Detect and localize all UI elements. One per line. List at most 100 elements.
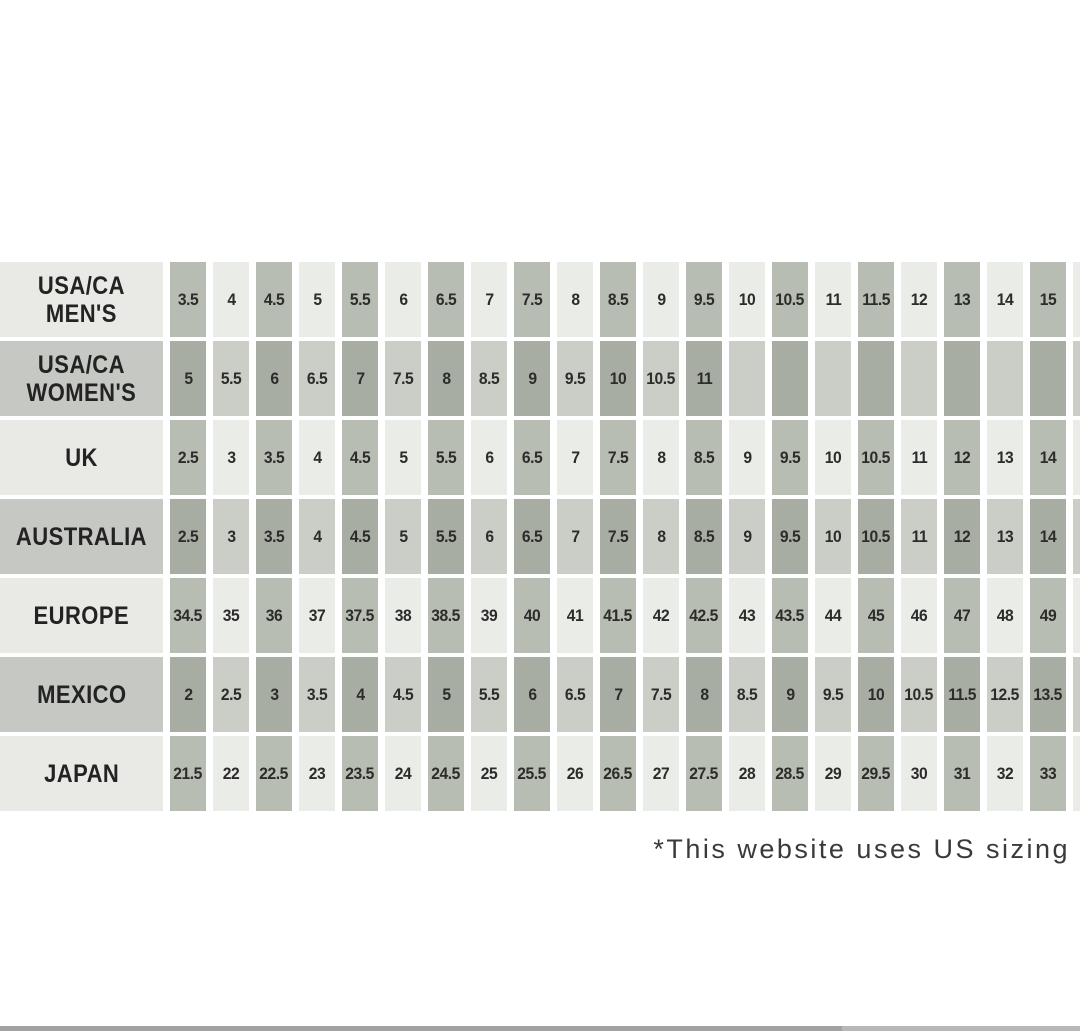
- size-cell-europe-col15: 43.5: [772, 578, 808, 653]
- size-cell-usa-ca-mens-col2: 4: [213, 262, 249, 337]
- size-cell-japan-col14: 28: [729, 736, 765, 811]
- size-cell-australia-col22: [1073, 499, 1080, 574]
- size-cell-mexico-col7: 5: [428, 657, 464, 732]
- size-cell-mexico-col4: 3.5: [299, 657, 335, 732]
- size-cell-japan-col15: 28.5: [772, 736, 808, 811]
- size-cell-japan-col17: 29.5: [858, 736, 894, 811]
- size-chart-table: USA/CA MEN'S 3.5 4 4.5 5 5.5 6 6.5 7 7.5 8 8.5 9 9.5 10…: [0, 262, 1080, 815]
- size-cell-usa-ca-mens-col11: 8.5: [600, 262, 636, 337]
- size-cell-usa-ca-mens-col20: 14: [987, 262, 1023, 337]
- size-cell-europe-col5: 37.5: [342, 578, 378, 653]
- size-cell-japan-col7: 24.5: [428, 736, 464, 811]
- size-cell-usa-ca-mens-col12: 9: [643, 262, 679, 337]
- size-cell-mexico-col19: 11.5: [944, 657, 980, 732]
- size-cell-usa-ca-mens-col3: 4.5: [256, 262, 292, 337]
- size-cell-mexico-col18: 10.5: [901, 657, 937, 732]
- size-cell-uk-col18: 11: [901, 420, 937, 495]
- size-cell-uk-col22: [1073, 420, 1080, 495]
- size-cell-uk-col17: 10.5: [858, 420, 894, 495]
- row-header-japan: JAPAN: [0, 736, 163, 811]
- size-cell-uk-col1: 2.5: [170, 420, 206, 495]
- size-cell-australia-col14: 9: [729, 499, 765, 574]
- size-cell-usa-ca-womens-col20: [987, 341, 1023, 416]
- size-cell-mexico-col9: 6: [514, 657, 550, 732]
- size-cell-uk-col11: 7.5: [600, 420, 636, 495]
- size-cell-australia-col1: 2.5: [170, 499, 206, 574]
- size-cell-uk-col9: 6.5: [514, 420, 550, 495]
- size-cell-mexico-col20: 12.5: [987, 657, 1023, 732]
- size-cell-usa-ca-womens-col4: 6.5: [299, 341, 335, 416]
- size-cell-usa-ca-mens-col5: 5.5: [342, 262, 378, 337]
- size-cell-uk-col7: 5.5: [428, 420, 464, 495]
- size-cell-usa-ca-womens-col13: 11: [686, 341, 722, 416]
- size-cell-mexico-col13: 8: [686, 657, 722, 732]
- size-cell-australia-col3: 3.5: [256, 499, 292, 574]
- size-cell-europe-col13: 42.5: [686, 578, 722, 653]
- size-cell-japan-col20: 32: [987, 736, 1023, 811]
- size-cell-uk-col4: 4: [299, 420, 335, 495]
- size-cell-uk-col14: 9: [729, 420, 765, 495]
- size-cell-japan-col13: 27.5: [686, 736, 722, 811]
- size-cell-japan-col1: 21.5: [170, 736, 206, 811]
- size-cell-usa-ca-mens-col4: 5: [299, 262, 335, 337]
- size-cell-uk-col15: 9.5: [772, 420, 808, 495]
- size-cell-usa-ca-mens-col10: 8: [557, 262, 593, 337]
- size-cell-mexico-col21: 13.5: [1030, 657, 1066, 732]
- size-cell-usa-ca-mens-col14: 10: [729, 262, 765, 337]
- progress-bar[interactable]: [0, 1026, 1080, 1031]
- size-cell-australia-col7: 5.5: [428, 499, 464, 574]
- size-cell-europe-col6: 38: [385, 578, 421, 653]
- size-cell-mexico-col5: 4: [342, 657, 378, 732]
- size-cell-usa-ca-womens-col9: 9: [514, 341, 550, 416]
- row-header-uk: UK: [0, 420, 163, 495]
- size-cell-usa-ca-womens-col6: 7.5: [385, 341, 421, 416]
- size-cell-usa-ca-mens-col17: 11.5: [858, 262, 894, 337]
- size-cell-australia-col10: 7: [557, 499, 593, 574]
- size-cell-usa-ca-womens-col22: [1073, 341, 1080, 416]
- size-cell-mexico-col10: 6.5: [557, 657, 593, 732]
- table-row-mexico: MEXICO 2 2.5 3 3.5 4 4.5 5 5.5 6 6.5 7 7.5 8 8.5 9 9.5 10…: [0, 657, 1080, 732]
- size-cell-europe-col8: 39: [471, 578, 507, 653]
- size-cell-australia-col21: 14: [1030, 499, 1066, 574]
- size-cell-mexico-col12: 7.5: [643, 657, 679, 732]
- size-cell-usa-ca-womens-col19: [944, 341, 980, 416]
- table-row-europe: EUROPE 34.5 35 36 37 37.5 38 38.5 39 40 41 41.5 42 42…: [0, 578, 1080, 653]
- size-cell-usa-ca-mens-col13: 9.5: [686, 262, 722, 337]
- size-cell-europe-col16: 44: [815, 578, 851, 653]
- size-cell-australia-col8: 6: [471, 499, 507, 574]
- size-cell-japan-col8: 25: [471, 736, 507, 811]
- size-cell-europe-col21: 49: [1030, 578, 1066, 653]
- size-cell-usa-ca-womens-col17: [858, 341, 894, 416]
- size-cell-europe-col19: 47: [944, 578, 980, 653]
- size-cell-uk-col10: 7: [557, 420, 593, 495]
- size-cell-australia-col5: 4.5: [342, 499, 378, 574]
- size-cell-usa-ca-womens-col5: 7: [342, 341, 378, 416]
- size-cell-usa-ca-womens-col1: 5: [170, 341, 206, 416]
- size-cell-usa-ca-womens-col18: [901, 341, 937, 416]
- size-cell-uk-col16: 10: [815, 420, 851, 495]
- size-cell-mexico-col6: 4.5: [385, 657, 421, 732]
- row-header-usa-ca-mens: USA/CA MEN'S: [0, 262, 163, 337]
- size-cell-uk-col21: 14: [1030, 420, 1066, 495]
- size-cell-usa-ca-womens-col14: [729, 341, 765, 416]
- size-cell-usa-ca-mens-col8: 7: [471, 262, 507, 337]
- size-cell-uk-col8: 6: [471, 420, 507, 495]
- size-cell-usa-ca-womens-col7: 8: [428, 341, 464, 416]
- size-cell-japan-col3: 22.5: [256, 736, 292, 811]
- size-cell-usa-ca-mens-col16: 11: [815, 262, 851, 337]
- size-cell-mexico-col14: 8.5: [729, 657, 765, 732]
- size-cell-japan-col4: 23: [299, 736, 335, 811]
- size-cell-usa-ca-womens-col8: 8.5: [471, 341, 507, 416]
- size-cell-mexico-col22: [1073, 657, 1080, 732]
- row-header-australia: AUSTRALIA: [0, 499, 163, 574]
- table-row-australia: AUSTRALIA 2.5 3 3.5 4 4.5 5 5.5 6 6.5 7 7.5 8 8.5 9 9.5…: [0, 499, 1080, 574]
- size-cell-uk-col20: 13: [987, 420, 1023, 495]
- size-cell-mexico-col1: 2: [170, 657, 206, 732]
- size-cell-uk-col12: 8: [643, 420, 679, 495]
- size-cell-australia-col20: 13: [987, 499, 1023, 574]
- size-cell-uk-col2: 3: [213, 420, 249, 495]
- size-cell-japan-col21: 33: [1030, 736, 1066, 811]
- size-cell-japan-col22: [1073, 736, 1080, 811]
- size-cell-europe-col14: 43: [729, 578, 765, 653]
- size-cell-mexico-col17: 10: [858, 657, 894, 732]
